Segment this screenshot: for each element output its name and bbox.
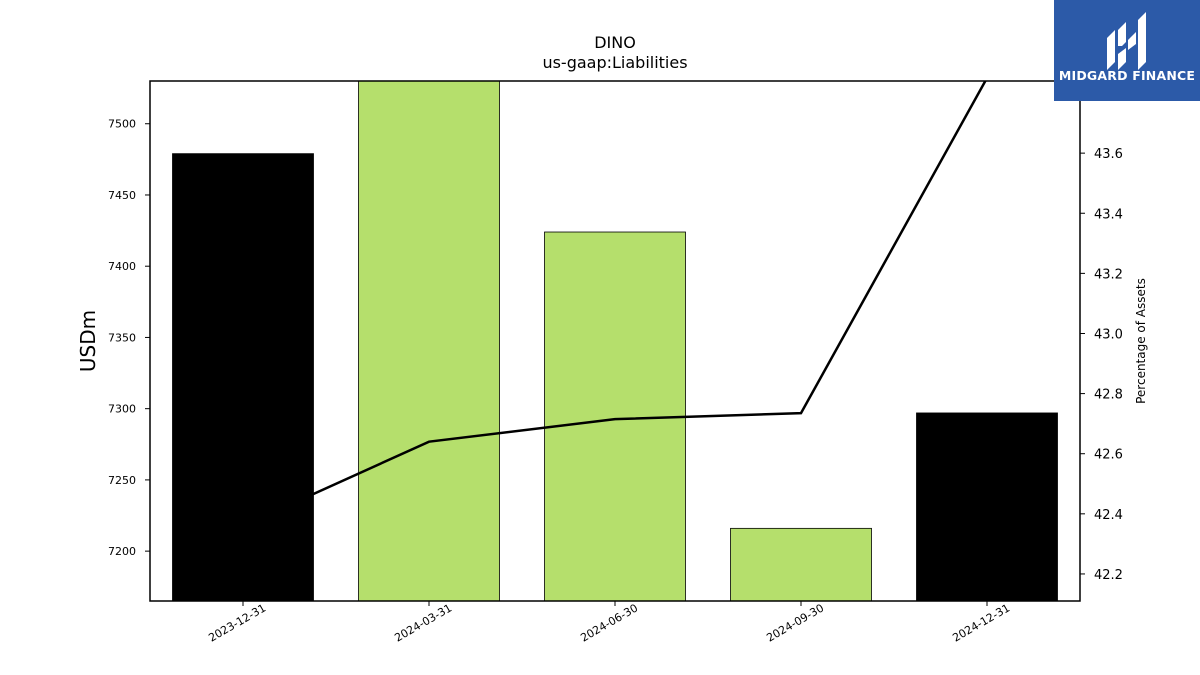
line-percentage-of-assets	[242, 81, 987, 527]
y-left-tick-label-7450: 7450	[108, 189, 136, 202]
x-tick-label-2024-09-30: 2024-09-30	[764, 601, 826, 644]
y-left-tick-label-7400: 7400	[108, 260, 136, 273]
chart-subtitle: us-gaap:Liabilities	[542, 53, 687, 72]
y-right-tick-label-7: 43.6	[1094, 147, 1123, 162]
y-right-axis-label: Percentage of Assets	[1134, 278, 1148, 404]
y-left-tick-label-7250: 7250	[108, 474, 136, 487]
bar-2023-12-31	[172, 153, 314, 602]
x-tick-label-2024-06-30: 2024-06-30	[578, 601, 640, 644]
bar-2024-03-31	[358, 80, 500, 602]
y-right-tick-label-6: 43.4	[1094, 207, 1123, 222]
y-right-tick-label-1: 42.4	[1094, 508, 1123, 523]
y-left-tick-label-7200: 7200	[108, 545, 136, 558]
y-right-tick-label-4: 43.0	[1094, 327, 1123, 342]
bar-2024-09-30	[730, 527, 872, 602]
x-tick-label-2024-12-31: 2024-12-31	[950, 601, 1012, 644]
logo-mark-icon	[1107, 12, 1146, 70]
y-left-axis-label: USDm	[76, 310, 100, 372]
y-right-tick-label-3: 42.8	[1094, 388, 1123, 403]
x-tick-label-2024-03-31: 2024-03-31	[392, 601, 454, 644]
y-left-tick-label-7300: 7300	[108, 403, 136, 416]
x-tick-label-2023-12-31: 2023-12-31	[206, 601, 268, 644]
y-left-tick-label-7350: 7350	[108, 331, 136, 344]
y-right-tick-label-5: 43.2	[1094, 267, 1123, 282]
y-right-tick-label-0: 42.2	[1094, 568, 1123, 583]
y-left-tick-label-7500: 7500	[108, 118, 136, 131]
bar-2024-12-31	[916, 412, 1058, 602]
chart-title: DINO	[594, 33, 636, 52]
logo-text: MIDGARD FINANCE	[1058, 68, 1196, 83]
midgard-finance-logo: MIDGARD FINANCE	[1054, 0, 1200, 101]
y-right-tick-label-2: 42.6	[1094, 448, 1123, 463]
